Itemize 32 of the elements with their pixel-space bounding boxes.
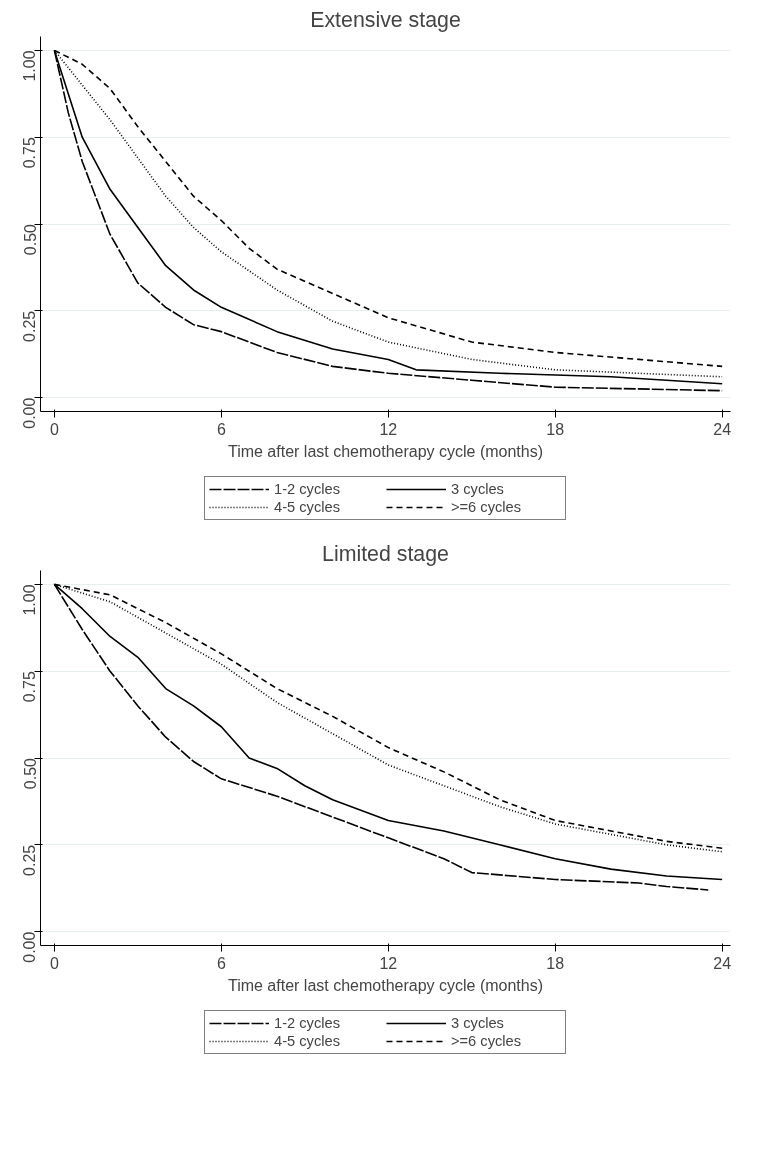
y-tick-label: 0.25 (21, 844, 39, 876)
chart-title: Limited stage (322, 541, 449, 566)
legend-label: 1-2 cycles (274, 1015, 341, 1031)
y-tick-label: 0.75 (21, 137, 39, 169)
legend-label: 3 cycles (451, 481, 505, 497)
legend-label: 4-5 cycles (274, 1033, 341, 1049)
x-tick-label: 0 (49, 420, 59, 438)
x-tick-label: 6 (216, 954, 226, 972)
y-tick-label: 1.00 (21, 584, 39, 616)
legend-label: 3 cycles (451, 1015, 505, 1031)
y-tick-label: 0.25 (21, 310, 39, 342)
y-tick-label: 0.75 (21, 671, 39, 703)
chart-title: Extensive stage (310, 7, 461, 32)
y-tick-label: 1.00 (21, 50, 39, 82)
legend-label: 1-2 cycles (274, 481, 341, 497)
legend-label: >=6 cycles (451, 1033, 523, 1049)
x-tick-label: 24 (713, 954, 732, 972)
y-tick-label: 0.00 (21, 931, 39, 963)
x-tick-label: 18 (546, 954, 565, 972)
x-tick-label: 0 (49, 954, 59, 972)
y-tick-label: 0.50 (21, 223, 39, 256)
legend-label: >=6 cycles (451, 499, 523, 515)
x-tick-label: 12 (379, 954, 398, 972)
x-axis-title: Time after last chemotherapy cycle (months) (227, 976, 544, 994)
x-axis-title: Time after last chemotherapy cycle (months) (227, 442, 544, 460)
x-tick-label: 6 (216, 420, 226, 438)
y-tick-label: 0.00 (21, 397, 39, 429)
x-tick-label: 24 (713, 420, 732, 438)
x-tick-label: 12 (379, 420, 398, 438)
legend-label: 4-5 cycles (274, 499, 341, 515)
y-tick-label: 0.50 (21, 757, 39, 790)
x-tick-label: 18 (546, 420, 565, 438)
